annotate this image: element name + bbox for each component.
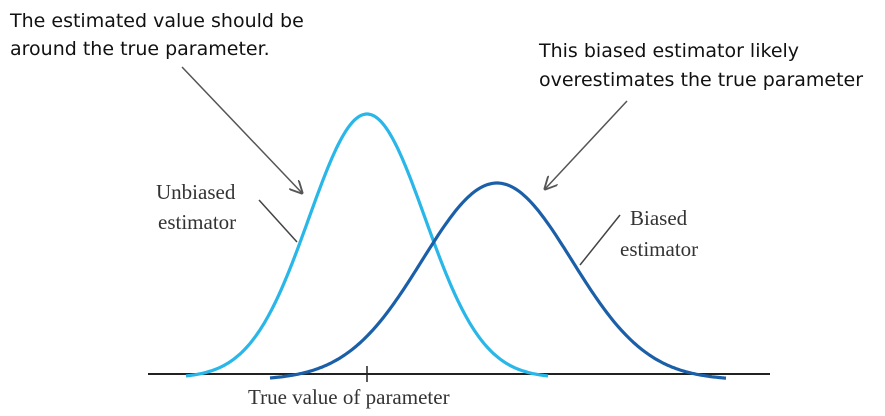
biased-annotation-arrow — [545, 100, 628, 189]
unbiased-distribution-curve — [185, 112, 549, 378]
biased-annotation-line2: overestimates the true parameter — [539, 69, 863, 91]
biased-label-leader — [579, 214, 621, 266]
biased-label-line1: Biased — [630, 206, 688, 230]
biased-annotation: This biased estimator likely overestimat… — [538, 40, 863, 91]
unbiased-estimator-label: Unbiased estimator — [156, 180, 241, 234]
axis-label: True value of parameter — [248, 385, 450, 409]
unbiased-annotation-line1: The estimated value should be — [9, 10, 304, 32]
biased-label-line2: estimator — [620, 237, 698, 261]
biased-estimator-label: Biased estimator — [620, 206, 698, 261]
unbiased-label-line1: Unbiased — [156, 180, 236, 204]
biased-distribution-curve — [269, 181, 727, 380]
unbiased-annotation: The estimated value should be around the… — [9, 10, 310, 60]
unbiased-annotation-line2: around the true parameter. — [10, 38, 270, 60]
unbiased-label-leader — [258, 199, 298, 243]
unbiased-annotation-arrow — [181, 66, 302, 193]
biased-annotation-line1: This biased estimator likely — [538, 40, 799, 62]
unbiased-label-line2: estimator — [158, 210, 236, 234]
